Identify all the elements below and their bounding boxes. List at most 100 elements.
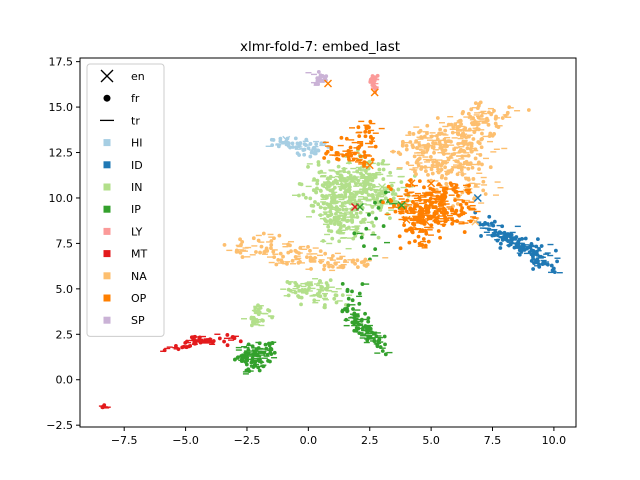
- fr-point: [360, 174, 365, 179]
- fr-point: [357, 291, 362, 296]
- fr-point: [415, 146, 419, 150]
- fr-point: [365, 262, 370, 267]
- fr-point: [418, 198, 422, 202]
- fr-point: [286, 287, 291, 292]
- fr-point: [362, 187, 367, 191]
- fr-point: [322, 156, 327, 160]
- fr-point: [458, 203, 463, 207]
- en-point: [471, 217, 480, 226]
- fr-point: [354, 328, 359, 333]
- fr-point: [450, 221, 455, 226]
- fr-point: [373, 76, 378, 81]
- x-tick-label: −2.5: [234, 434, 261, 447]
- fr-point: [370, 74, 375, 78]
- fr-point: [531, 267, 536, 271]
- en-point: [378, 183, 387, 192]
- fr-point: [335, 200, 339, 205]
- fr-point: [439, 167, 444, 172]
- legend-entry-SP: SP: [103, 314, 145, 327]
- fr-point: [430, 171, 435, 176]
- fr-point: [327, 264, 331, 269]
- fr-point: [428, 202, 433, 207]
- fr-point: [417, 179, 422, 184]
- fr-point: [478, 100, 483, 105]
- fr-point: [326, 159, 331, 164]
- fr-point: [462, 149, 467, 154]
- fr-point: [370, 83, 375, 88]
- fr-point: [422, 134, 427, 139]
- fr-point: [435, 116, 440, 120]
- fr-point: [488, 131, 493, 136]
- fr-point: [423, 169, 428, 173]
- fr-point: [316, 202, 321, 207]
- fr-point: [421, 214, 426, 219]
- fr-point: [411, 145, 416, 150]
- fr-point: [373, 144, 378, 149]
- fr-point: [423, 243, 428, 248]
- fr-point: [366, 316, 371, 321]
- fr-point: [174, 344, 178, 348]
- fr-point: [481, 179, 486, 184]
- fr-point: [471, 177, 476, 181]
- fr-point: [473, 183, 478, 188]
- fr-point: [426, 239, 431, 244]
- fr-point: [477, 167, 481, 172]
- fr-point: [377, 337, 382, 342]
- fr-point: [397, 234, 402, 239]
- points-layer: [98, 70, 563, 410]
- fr-point: [345, 289, 350, 294]
- fr-point: [254, 250, 258, 254]
- fr-point: [534, 249, 539, 254]
- fr-point: [456, 141, 461, 146]
- fr-point: [305, 255, 309, 260]
- fr-point: [450, 130, 455, 135]
- fr-point: [549, 263, 554, 268]
- fr-point: [516, 239, 521, 244]
- fr-point: [315, 178, 320, 183]
- fr-point: [217, 336, 222, 341]
- fr-point: [295, 141, 300, 146]
- fr-point: [306, 164, 310, 169]
- legend-label: LY: [131, 225, 143, 238]
- fr-point: [469, 149, 474, 154]
- fr-point: [411, 221, 415, 226]
- fr-point: [416, 163, 421, 168]
- fr-point: [443, 128, 448, 133]
- fr-point: [312, 151, 317, 156]
- fr-point: [396, 150, 401, 155]
- fr-point: [313, 200, 317, 204]
- fr-point: [534, 260, 539, 265]
- fr-point: [225, 343, 230, 348]
- x-tick-label: −5.0: [172, 434, 199, 447]
- fr-point: [491, 223, 496, 228]
- plot-frame: [79, 57, 577, 428]
- fr-point: [529, 241, 534, 246]
- fr-point: [343, 258, 348, 263]
- fr-point: [458, 118, 463, 123]
- fr-point: [334, 211, 338, 216]
- fr-point: [314, 190, 319, 195]
- fr-point: [470, 121, 475, 125]
- y-tick-label: 10.0: [49, 192, 74, 205]
- x-tick-label: 2.5: [361, 434, 379, 447]
- fr-point: [443, 219, 448, 224]
- fr-point: [327, 204, 331, 209]
- fr-point: [485, 222, 490, 226]
- fr-point: [272, 350, 277, 355]
- fr-point: [454, 159, 458, 164]
- fr-point: [399, 180, 404, 185]
- fr-point: [462, 211, 466, 215]
- fr-point: [326, 261, 330, 265]
- fr-point: [350, 289, 354, 294]
- fr-point: [335, 170, 340, 175]
- fr-point: [280, 260, 285, 265]
- fr-point: [239, 242, 243, 247]
- fr-point: [311, 146, 316, 151]
- fr-point: [257, 368, 262, 373]
- fr-point: [480, 162, 484, 167]
- fr-point: [238, 339, 243, 344]
- fr-point: [250, 344, 255, 349]
- fr-point: [370, 178, 375, 183]
- fr-point: [455, 201, 460, 206]
- fr-point: [344, 136, 349, 141]
